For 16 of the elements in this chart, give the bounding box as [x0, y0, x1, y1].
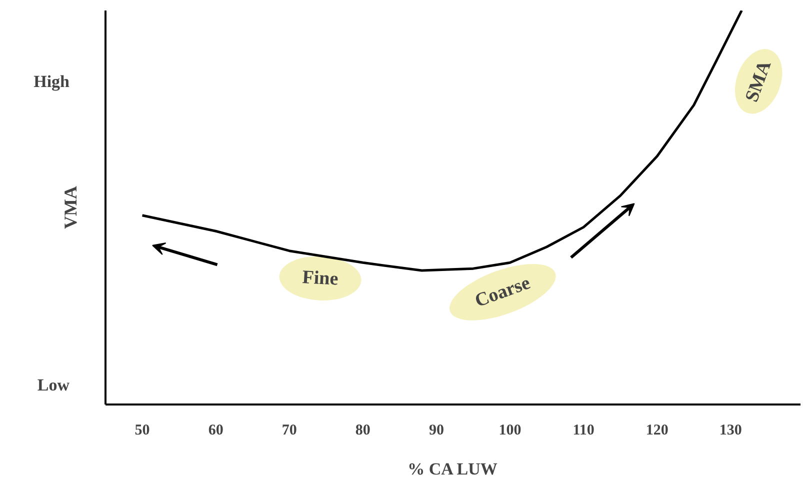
x-tick-label: 70	[282, 422, 297, 438]
x-tick-label: 50	[134, 422, 150, 438]
annotation: SMA	[741, 58, 776, 105]
text: Low	[37, 375, 70, 394]
annotation: Fine	[302, 266, 339, 290]
x-tick-label: 80	[355, 422, 370, 438]
y-axis-title: VMA	[60, 186, 81, 229]
x-tick-label: 60	[208, 422, 224, 438]
x-tick-label: 90	[428, 422, 444, 438]
x-tick-label: 110	[572, 422, 594, 438]
text: High	[34, 72, 70, 91]
x-tick-label: 120	[646, 422, 668, 438]
x-tick-label: 130	[719, 422, 742, 438]
annotation: Coarse	[472, 272, 534, 312]
x-axis-title: % CA LUW	[408, 460, 498, 478]
x-tick-label: 100	[498, 422, 522, 438]
